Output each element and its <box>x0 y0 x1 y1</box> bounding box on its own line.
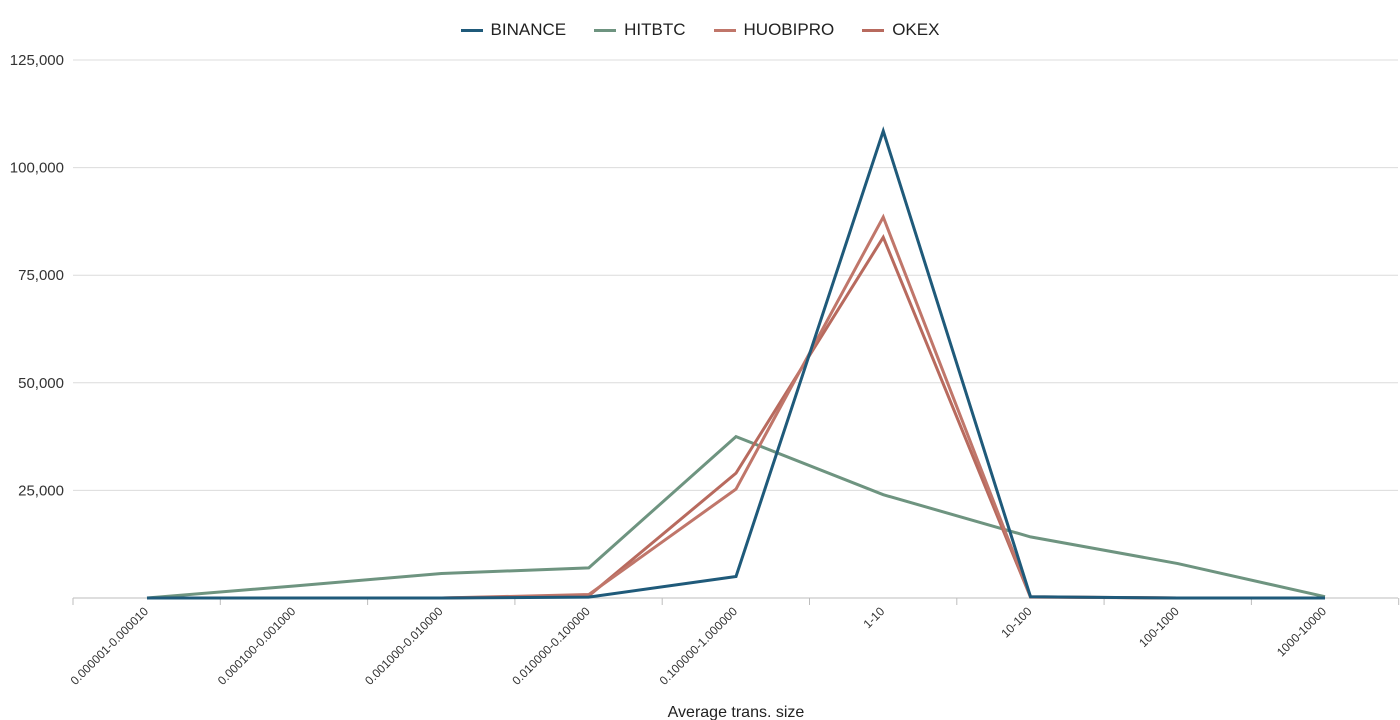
x-tick-label: 0.000100-0.001000 <box>215 604 299 688</box>
series-line-binance <box>147 126 1325 600</box>
x-tick-label: 0.010000-0.100000 <box>509 604 593 688</box>
legend-label: BINANCE <box>490 20 567 39</box>
x-axis-label: Average trans. size <box>668 704 805 720</box>
x-tick-label: 1000-10000 <box>1274 604 1329 659</box>
series-line-okex <box>147 234 1325 600</box>
y-tick-label: 125,000 <box>10 52 64 69</box>
series-line-huobipro <box>147 213 1325 600</box>
legend-label: OKEX <box>892 20 940 39</box>
x-tick-label: 100-1000 <box>1136 604 1182 650</box>
grid-lines <box>73 59 1398 491</box>
legend-item-okex[interactable]: OKEX <box>862 18 939 42</box>
x-axis: 0.000001-0.000010 0.000100-0.001000 0.0010… <box>68 597 1400 688</box>
y-tick-label: 50,000 <box>18 375 64 392</box>
legend-item-huobipro[interactable]: HUOBIPRO <box>713 18 835 42</box>
legend-label: HUOBIPRO <box>743 20 835 39</box>
x-tick-label: 0.100000-1.000000 <box>657 604 741 688</box>
legend-swatch <box>594 28 617 32</box>
x-tick-label: 0.001000-0.010000 <box>362 604 446 688</box>
chart-legend: BINANCE HITBTC HUOBIPRO OKEX <box>0 18 1400 42</box>
x-tick-label: 1-10 <box>860 604 887 631</box>
legend-swatch <box>713 28 736 32</box>
y-axis-ticks: 25,000 50,000 75,000 100,000 125,000 <box>10 52 64 499</box>
x-tick-label: 0.000001-0.000010 <box>68 604 152 688</box>
y-tick-label: 75,000 <box>18 267 64 284</box>
legend-item-binance[interactable]: BINANCE <box>460 18 567 42</box>
legend-swatch <box>460 28 483 32</box>
legend-item-hitbtc[interactable]: HITBTC <box>594 18 686 42</box>
y-tick-label: 100,000 <box>10 160 64 177</box>
y-tick-label: 25,000 <box>18 482 64 499</box>
x-tick-label: 10-100 <box>998 604 1035 641</box>
series-line-hitbtc <box>146 434 1326 600</box>
legend-label: HITBTC <box>624 20 686 39</box>
series-lines <box>146 126 1326 600</box>
legend-swatch <box>862 28 885 32</box>
